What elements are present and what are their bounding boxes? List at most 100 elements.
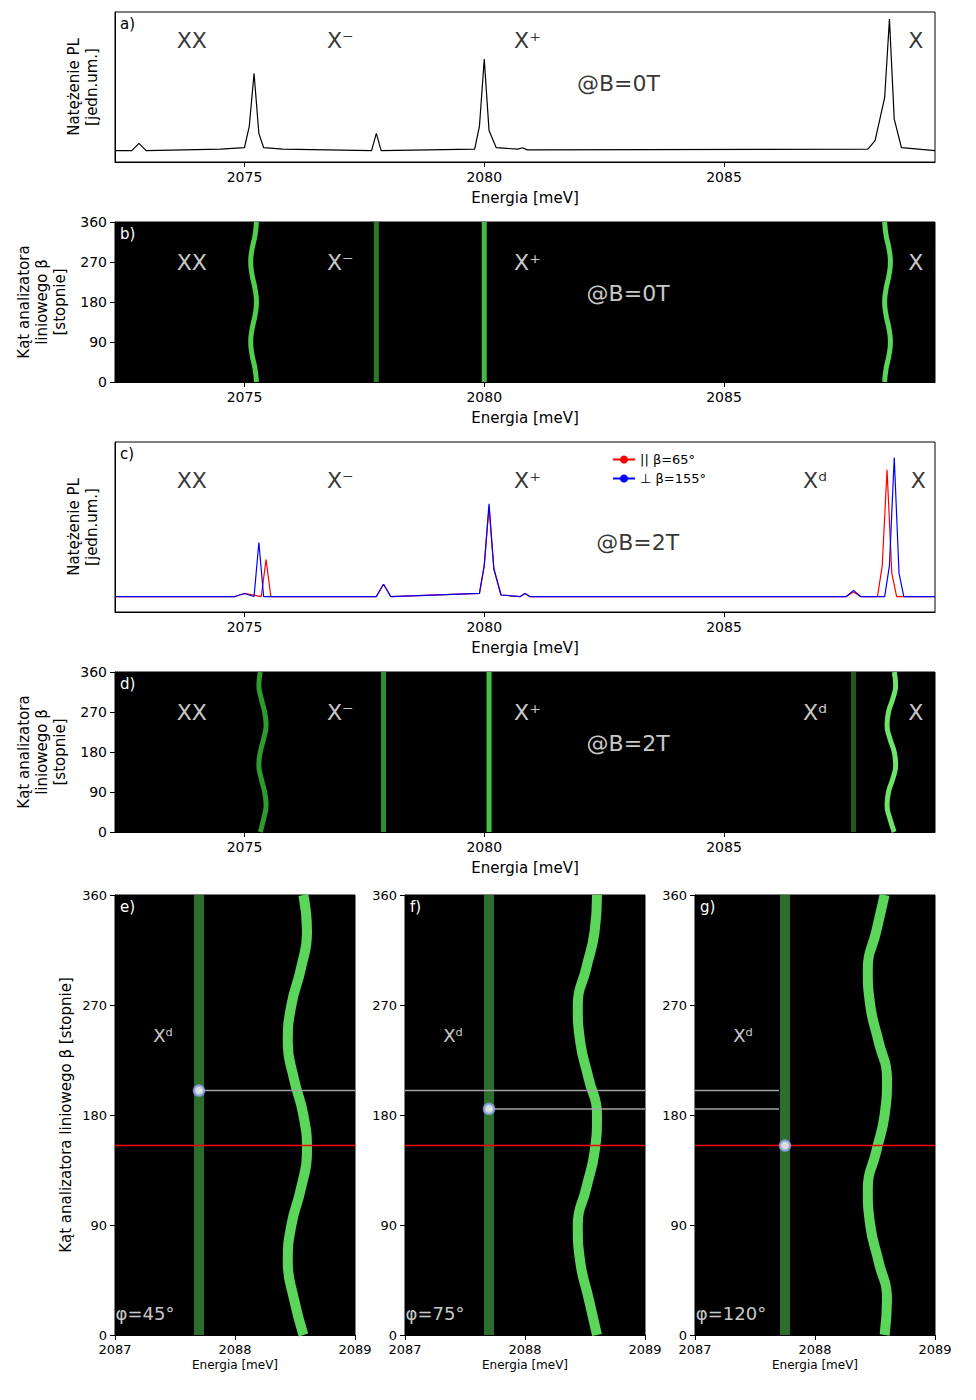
svg-text:360: 360 [372, 888, 397, 903]
svg-text:[stopnie]: [stopnie] [51, 718, 69, 785]
svg-text:liniowego β: liniowego β [33, 709, 51, 795]
svg-text:liniowego β: liniowego β [33, 259, 51, 345]
svg-text:X⁻: X⁻ [327, 468, 354, 493]
svg-text:90: 90 [89, 784, 107, 800]
svg-text:Kąt analizatora: Kąt analizatora [15, 245, 33, 358]
svg-text:X: X [908, 28, 923, 53]
svg-text:0: 0 [389, 1328, 397, 1343]
svg-text:2087: 2087 [678, 1342, 711, 1357]
svg-text:2085: 2085 [706, 619, 742, 635]
svg-text:2087: 2087 [98, 1342, 131, 1357]
svg-text:Energia [meV]: Energia [meV] [192, 1358, 278, 1372]
svg-text:XX: XX [177, 700, 207, 725]
svg-text:Xᵈ: Xᵈ [443, 1025, 463, 1046]
svg-text:d): d) [120, 675, 135, 693]
svg-text:180: 180 [80, 294, 107, 310]
svg-text:@B=0T: @B=0T [577, 71, 661, 96]
svg-text:360: 360 [662, 888, 687, 903]
svg-text:X⁺: X⁺ [514, 468, 541, 493]
svg-text:180: 180 [80, 744, 107, 760]
svg-text:@B=2T: @B=2T [596, 530, 680, 555]
svg-text:a): a) [120, 15, 135, 33]
svg-text:2085: 2085 [706, 169, 742, 185]
svg-text:|| β=65°: || β=65° [640, 452, 695, 467]
svg-text:360: 360 [82, 888, 107, 903]
svg-text:2089: 2089 [338, 1342, 371, 1357]
svg-text:270: 270 [662, 998, 687, 1013]
svg-text:X⁻: X⁻ [327, 250, 354, 275]
svg-text:⊥ β=155°: ⊥ β=155° [640, 471, 706, 486]
svg-text:Xᵈ: Xᵈ [803, 468, 827, 493]
svg-text:270: 270 [80, 704, 107, 720]
svg-text:Energia [meV]: Energia [meV] [772, 1358, 858, 1372]
svg-text:Xᵈ: Xᵈ [153, 1025, 173, 1046]
svg-text:90: 90 [90, 1218, 107, 1233]
svg-text:360: 360 [80, 214, 107, 230]
svg-text:φ=75°: φ=75° [406, 1303, 465, 1324]
svg-text:[stopnie]: [stopnie] [51, 268, 69, 335]
svg-text:c): c) [120, 445, 134, 463]
svg-text:Xᵈ: Xᵈ [803, 700, 827, 725]
svg-text:φ=120°: φ=120° [696, 1303, 766, 1324]
svg-text:@B=0T: @B=0T [587, 281, 671, 306]
svg-text:Energia [meV]: Energia [meV] [471, 859, 579, 877]
svg-text:X: X [908, 250, 923, 275]
svg-text:90: 90 [670, 1218, 687, 1233]
svg-text:2087: 2087 [388, 1342, 421, 1357]
svg-text:X⁺: X⁺ [514, 250, 541, 275]
svg-text:2085: 2085 [706, 839, 742, 855]
svg-text:XX: XX [177, 250, 207, 275]
svg-text:2075: 2075 [227, 389, 263, 405]
svg-text:2075: 2075 [227, 169, 263, 185]
svg-text:180: 180 [662, 1108, 687, 1123]
svg-text:Kąt analizatora: Kąt analizatora [15, 695, 33, 808]
svg-text:90: 90 [89, 334, 107, 350]
svg-text:0: 0 [99, 1328, 107, 1343]
svg-text:180: 180 [82, 1108, 107, 1123]
svg-text:270: 270 [82, 998, 107, 1013]
svg-text:XX: XX [177, 28, 207, 53]
svg-text:2080: 2080 [466, 389, 502, 405]
svg-text:X⁺: X⁺ [514, 28, 541, 53]
svg-text:0: 0 [98, 824, 107, 840]
svg-text:2088: 2088 [218, 1342, 251, 1357]
svg-text:X⁻: X⁻ [327, 28, 354, 53]
svg-text:b): b) [120, 225, 135, 243]
svg-text:0: 0 [98, 374, 107, 390]
svg-text:2088: 2088 [508, 1342, 541, 1357]
svg-text:2080: 2080 [466, 619, 502, 635]
svg-text:Energia [meV]: Energia [meV] [471, 409, 579, 427]
svg-text:2080: 2080 [466, 169, 502, 185]
svg-text:360: 360 [80, 664, 107, 680]
svg-text:X⁺: X⁺ [514, 700, 541, 725]
svg-text:0: 0 [679, 1328, 687, 1343]
svg-text:2075: 2075 [227, 619, 263, 635]
svg-text:XX: XX [177, 468, 207, 493]
svg-text:Kąt analizatora liniowego β [s: Kąt analizatora liniowego β [stopnie] [57, 977, 75, 1253]
svg-text:Natężenie PL: Natężenie PL [65, 38, 83, 136]
svg-text:270: 270 [372, 998, 397, 1013]
svg-text:[jedn.um.]: [jedn.um.] [83, 48, 101, 126]
svg-text:g): g) [700, 898, 715, 916]
svg-text:180: 180 [372, 1108, 397, 1123]
svg-text:90: 90 [380, 1218, 397, 1233]
svg-text:[jedn.um.]: [jedn.um.] [83, 488, 101, 566]
svg-text:e): e) [120, 898, 135, 916]
svg-text:f): f) [410, 898, 421, 916]
svg-text:2089: 2089 [918, 1342, 951, 1357]
svg-text:Energia [meV]: Energia [meV] [471, 639, 579, 657]
svg-text:Natężenie PL: Natężenie PL [65, 478, 83, 576]
svg-text:2080: 2080 [466, 839, 502, 855]
svg-text:2088: 2088 [798, 1342, 831, 1357]
svg-text:X: X [908, 700, 923, 725]
svg-text:2089: 2089 [628, 1342, 661, 1357]
svg-text:X⁻: X⁻ [327, 700, 354, 725]
svg-text:φ=45°: φ=45° [116, 1303, 175, 1324]
svg-text:2075: 2075 [227, 839, 263, 855]
svg-text:Energia [meV]: Energia [meV] [482, 1358, 568, 1372]
svg-text:Xᵈ: Xᵈ [733, 1025, 753, 1046]
svg-text:X: X [911, 468, 926, 493]
svg-text:270: 270 [80, 254, 107, 270]
svg-text:@B=2T: @B=2T [587, 731, 671, 756]
svg-text:Energia [meV]: Energia [meV] [471, 189, 579, 207]
